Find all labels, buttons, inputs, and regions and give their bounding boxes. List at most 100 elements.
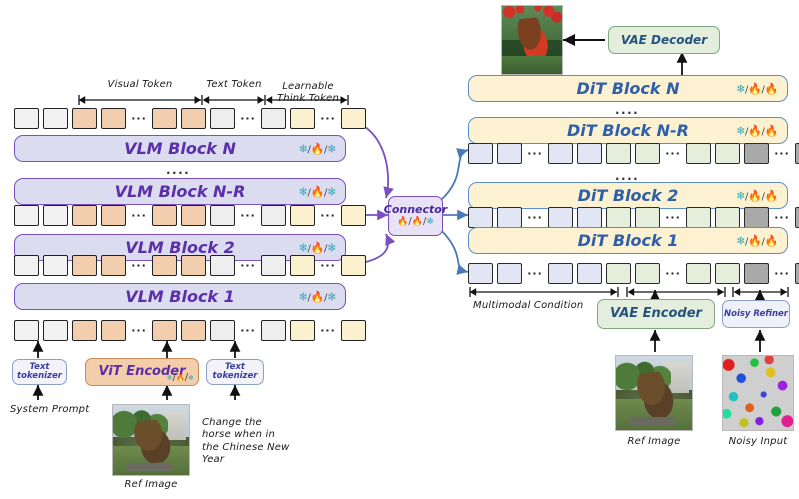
noisy-input-caption: Noisy Input	[728, 436, 788, 447]
dit-token-row-upper: ··· ··· ···	[468, 143, 799, 164]
token-ellipsis: ···	[774, 267, 790, 280]
token-latent	[686, 263, 711, 284]
vit-encoder[interactable]: ViT Encoder ❄/🔥/❄	[85, 358, 199, 386]
connector-label: Connector	[383, 203, 448, 217]
token-row-top: ··· ··· ···	[14, 108, 370, 129]
connector-block[interactable]: Connector 🔥/🔥/❄	[384, 196, 447, 236]
token-think	[290, 320, 315, 341]
token-noise	[795, 263, 799, 284]
token-ellipsis: ···	[240, 112, 256, 125]
token-visual	[101, 255, 126, 276]
dit-block-n-r[interactable]: DiT Block N-R ❄/🔥/🔥	[468, 117, 788, 144]
token-system	[43, 255, 68, 276]
token-text	[210, 108, 235, 129]
tuning-state-icons: 🔥/🔥/❄	[397, 216, 434, 228]
tuning-state-icons: ❄/🔥/❄	[298, 185, 337, 198]
token-ellipsis: ···	[665, 211, 681, 224]
token-condition	[468, 263, 493, 284]
token-ellipsis: ···	[240, 209, 256, 222]
token-ellipsis: ···	[527, 211, 543, 224]
token-ellipsis: ···	[527, 267, 543, 280]
text-tokenizer-right-label: Text tokenizer	[212, 362, 258, 381]
tuning-state-icons: ❄/🔥/❄	[166, 371, 194, 383]
dit-block-n-r-label: DiT Block N-R	[567, 121, 689, 140]
tuning-state-icons: ❄/🔥/❄	[298, 290, 337, 303]
token-noise	[744, 207, 769, 228]
token-latent	[606, 207, 631, 228]
dit-block-2[interactable]: DiT Block 2 ❄/🔥/🔥	[468, 182, 788, 209]
dit-block-n[interactable]: DiT Block N ❄/🔥/🔥	[468, 75, 788, 102]
output-image	[501, 5, 563, 75]
token-think	[341, 205, 366, 226]
token-system	[14, 108, 39, 129]
token-ellipsis: ···	[774, 147, 790, 160]
vlm-block-n-r[interactable]: VLM Block N-R ❄/🔥/❄	[14, 178, 346, 205]
token-condition	[548, 143, 573, 164]
text-tokenizer-left[interactable]: Text tokenizer	[12, 359, 67, 385]
dit-ellipsis-1: ....	[615, 103, 640, 117]
token-condition	[577, 207, 602, 228]
dit-block-1-label: DiT Block 1	[577, 231, 679, 250]
vit-encoder-label: ViT Encoder	[98, 364, 186, 380]
token-ellipsis: ···	[527, 147, 543, 160]
token-ellipsis: ···	[774, 211, 790, 224]
token-visual	[152, 205, 177, 226]
token-system	[43, 108, 68, 129]
token-think	[341, 320, 366, 341]
token-visual	[72, 108, 97, 129]
token-latent	[686, 143, 711, 164]
token-visual	[181, 108, 206, 129]
dit-token-row-bottom: ··· ··· ···	[468, 263, 799, 284]
token-system	[43, 320, 68, 341]
token-condition	[548, 207, 573, 228]
vlm-block-1[interactable]: VLM Block 1 ❄/🔥/❄	[14, 283, 346, 310]
token-visual	[152, 255, 177, 276]
token-condition	[468, 207, 493, 228]
token-noise	[744, 143, 769, 164]
vlm-block-2[interactable]: VLM Block 2 ❄/🔥/❄	[14, 234, 346, 261]
multimodal-condition-label: Multimodal Condition	[473, 300, 584, 311]
dit-block-1[interactable]: DiT Block 1 ❄/🔥/🔥	[468, 227, 788, 254]
noisy-refiner-label: Noisy Refiner	[723, 308, 788, 319]
tuning-state-icons: ❄/🔥/🔥	[736, 82, 778, 95]
text-tokenizer-left-label: Text tokenizer	[17, 362, 62, 381]
token-ellipsis: ···	[665, 147, 681, 160]
ref-image-right-caption: Ref Image	[627, 436, 681, 447]
token-visual	[181, 255, 206, 276]
token-ellipsis: ···	[240, 259, 256, 272]
ref-image-left	[112, 404, 190, 476]
token-visual	[101, 320, 126, 341]
vae-encoder-block[interactable]: VAE Encoder	[597, 299, 715, 329]
token-visual	[101, 108, 126, 129]
span-label-visual-token: Visual Token	[107, 79, 173, 90]
token-text	[261, 108, 286, 129]
token-noise	[744, 263, 769, 284]
token-visual	[152, 108, 177, 129]
token-system	[43, 205, 68, 226]
noisy-input-image	[722, 355, 794, 431]
token-noise	[795, 143, 799, 164]
token-ellipsis: ···	[240, 324, 256, 337]
token-row-lower: ··· ··· ···	[14, 255, 370, 276]
dit-block-n-label: DiT Block N	[576, 79, 680, 98]
token-text	[261, 255, 286, 276]
token-visual	[181, 320, 206, 341]
vlm-block-n[interactable]: VLM Block N ❄/🔥/❄	[14, 135, 346, 162]
token-row-bottom: ··· ··· ···	[14, 320, 370, 341]
text-tokenizer-right[interactable]: Text tokenizer	[206, 359, 264, 385]
vae-decoder-block[interactable]: VAE Decoder	[608, 26, 720, 54]
token-ellipsis: ···	[320, 209, 336, 222]
token-think	[290, 108, 315, 129]
token-think	[341, 255, 366, 276]
token-latent	[606, 143, 631, 164]
vae-decoder-label: VAE Decoder	[620, 32, 708, 47]
token-system	[14, 255, 39, 276]
token-condition	[497, 143, 522, 164]
token-condition	[548, 263, 573, 284]
token-noise	[795, 207, 799, 228]
noisy-refiner-block[interactable]: Noisy Refiner	[722, 300, 790, 328]
token-text	[210, 320, 235, 341]
vlm-block-n-r-label: VLM Block N-R	[114, 182, 246, 201]
token-system	[14, 320, 39, 341]
